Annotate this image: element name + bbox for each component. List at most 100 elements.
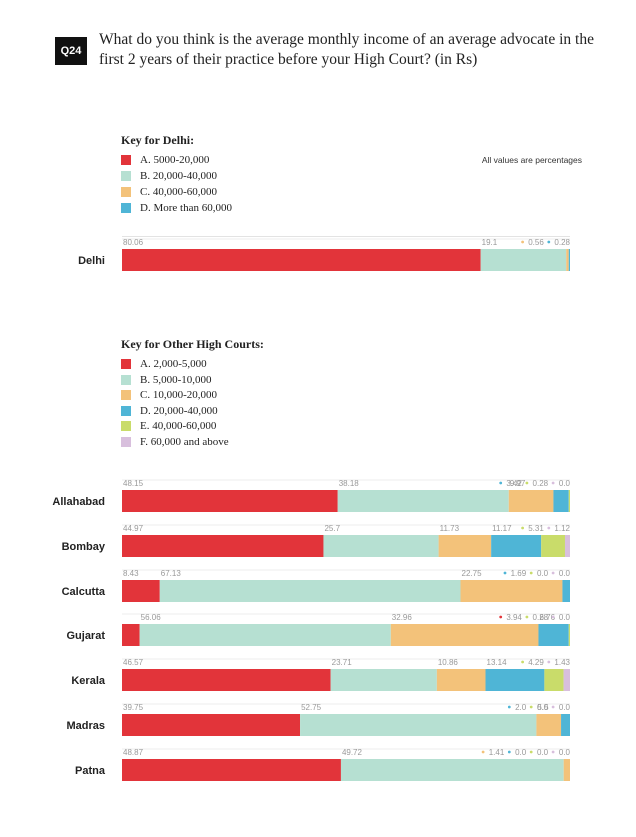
delhi-key-item: A. 5000-20,000 [121, 153, 209, 167]
label-dot [551, 705, 555, 709]
data-label: 1.12 [554, 524, 570, 533]
bar-segment [568, 624, 570, 646]
bar-segment [337, 490, 509, 512]
data-label: 0.0 [559, 748, 571, 757]
label-dot [529, 571, 533, 575]
category-label: Calcutta [62, 586, 106, 598]
bar-segment [340, 759, 564, 781]
data-label: 1.41 [489, 748, 505, 757]
bar-segment [538, 624, 569, 646]
data-label: 39.75 [123, 703, 144, 712]
category-label: Madras [66, 720, 105, 732]
other-key-swatch [121, 421, 131, 431]
data-label: 48.15 [123, 479, 144, 488]
bar-segment [122, 669, 331, 691]
other-key-item: A. 2,000-5,000 [121, 357, 207, 371]
bar-segment [568, 490, 570, 512]
other-key-swatch [121, 359, 131, 369]
data-label: 80.06 [123, 238, 144, 247]
bar-segment [436, 669, 486, 691]
label-dot [547, 240, 551, 244]
other-key-swatch [121, 436, 131, 447]
label-dot [507, 750, 511, 754]
bar-segment [438, 535, 492, 557]
other-key-swatch [121, 405, 131, 416]
data-label: 22.75 [462, 569, 483, 578]
delhi-key-label: B. 20,000-40,000 [140, 170, 217, 182]
data-label: 11.17 [492, 524, 512, 533]
delhi-key-swatch [121, 187, 131, 197]
data-label: 10.86 [438, 658, 459, 667]
other-key-swatch [121, 374, 131, 385]
bar-segment [491, 535, 542, 557]
bar-segment [323, 535, 439, 557]
bar-segment [122, 714, 301, 736]
category-label: Allahabad [52, 496, 105, 508]
delhi-key-item: D. More than 60,000 [121, 201, 232, 215]
bar-segment [508, 490, 554, 512]
data-label: 1.43 [554, 658, 570, 667]
data-label: 0.0 [515, 748, 527, 757]
delhi-key-label: A. 5000-20,000 [140, 154, 210, 166]
label-dot [499, 481, 503, 485]
question-number-badge: Q24 [55, 37, 87, 65]
category-label: Bombay [62, 541, 106, 553]
data-label: 11.73 [440, 524, 460, 533]
category-label: Delhi [78, 255, 105, 267]
data-label: 0.28 [554, 238, 570, 247]
bar-segment [568, 249, 570, 271]
data-label: 5.5 [537, 703, 549, 712]
bar-segment [122, 759, 341, 781]
data-label: 0.0 [537, 569, 549, 578]
data-label: 0.28 [533, 613, 549, 622]
data-label: 52.75 [301, 703, 322, 712]
delhi-key-item: C. 40,000-60,000 [121, 185, 217, 199]
label-dot [499, 615, 503, 619]
bar-segment [536, 714, 562, 736]
data-label: 3.42 [506, 479, 522, 488]
other-key-label: A. 2,000-5,000 [140, 358, 207, 370]
label-dot [521, 526, 524, 530]
label-dot [551, 750, 555, 754]
label-dot [503, 571, 507, 575]
other-key-item: E. 40,000-60,000 [121, 419, 216, 433]
data-label: 38.18 [339, 479, 360, 488]
bar-segment [544, 669, 564, 691]
other-key-item: D. 20,000-40,000 [121, 404, 218, 418]
other-key-item: B. 5,000-10,000 [121, 373, 212, 387]
data-label: 0.0 [559, 479, 571, 488]
data-label: 4.29 [528, 658, 544, 667]
category-label: Gujarat [66, 630, 105, 642]
other-key-label: D. 20,000-40,000 [140, 404, 218, 417]
label-dot [481, 750, 485, 754]
delhi-key-title: Key for Delhi: [121, 133, 195, 147]
label-dot [551, 571, 555, 575]
other-key-label: F. 60,000 and above [140, 435, 229, 448]
bar-segment [390, 624, 539, 646]
category-label: Kerala [71, 675, 106, 687]
data-label: 19.1 [482, 238, 498, 247]
bar-segment [159, 580, 461, 602]
bar-segment [122, 624, 140, 646]
data-label: 23.71 [332, 658, 353, 667]
delhi-key-label: D. More than 60,000 [140, 202, 232, 214]
data-label: 0.0 [559, 613, 571, 622]
data-label: 0.0 [559, 569, 571, 578]
label-dot [547, 526, 551, 530]
bar-segment [139, 624, 391, 646]
other-key-label: B. 5,000-10,000 [140, 373, 212, 386]
bar-segment [480, 249, 567, 271]
label-dot [551, 615, 555, 619]
data-label: 2.0 [515, 703, 527, 712]
bar-segment [553, 490, 569, 512]
data-label: 25.7 [324, 524, 340, 533]
label-dot [507, 705, 511, 709]
bar-segment [122, 580, 160, 602]
data-label: 0.0 [537, 703, 549, 712]
bar-segment [562, 580, 570, 602]
other-key-title: Key for Other High Courts: [121, 337, 264, 351]
data-label: 67.13 [161, 569, 182, 578]
label-dot [529, 705, 533, 709]
data-label: 0.0 [559, 703, 571, 712]
